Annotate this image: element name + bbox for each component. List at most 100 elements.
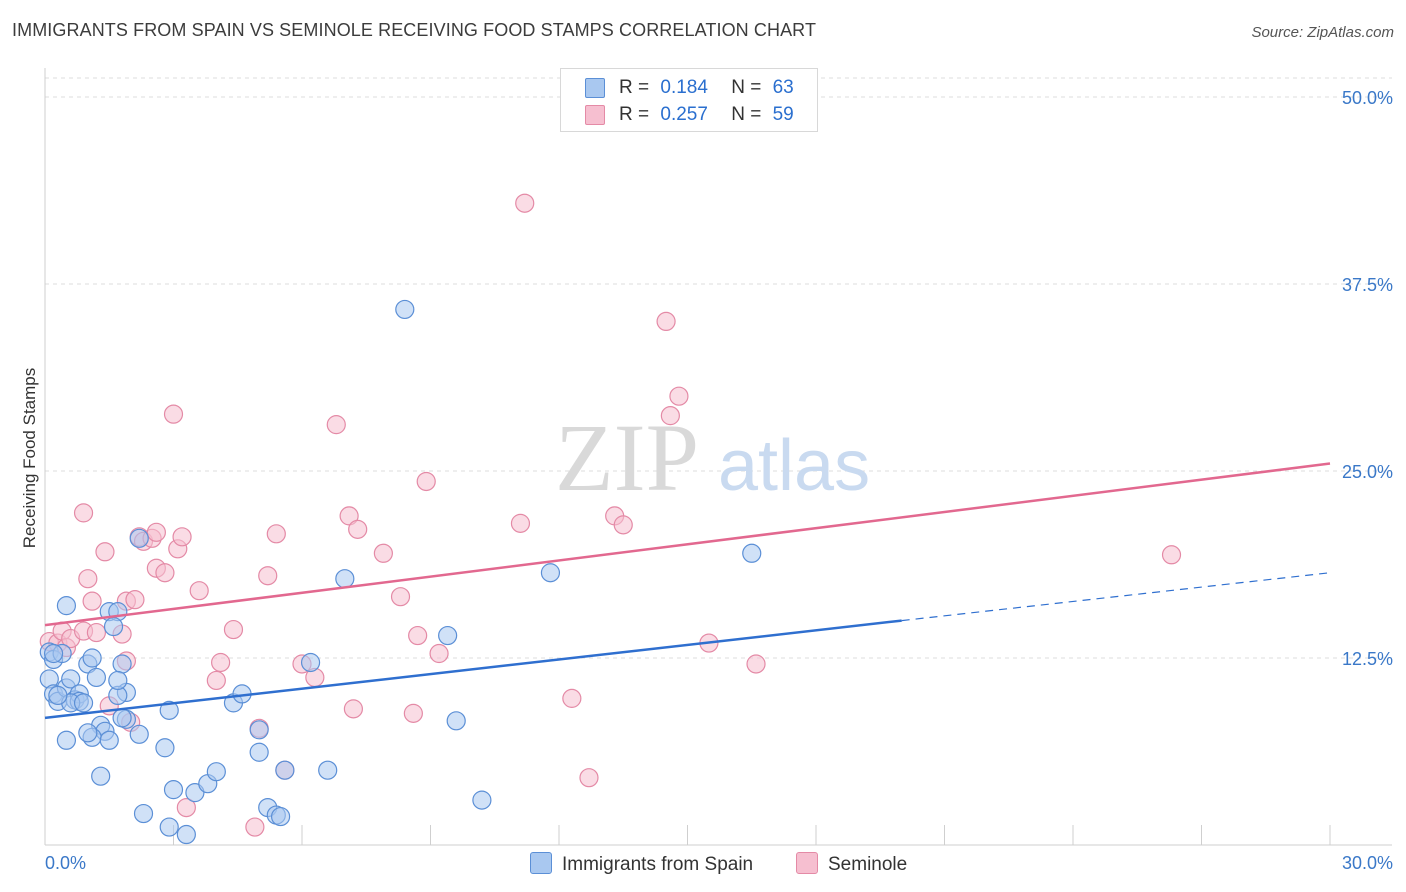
stats-legend: R = 0.184 N = 63 R = 0.257 N = 59	[560, 68, 818, 132]
data-point-spain	[86, 667, 107, 688]
data-point-seminole	[73, 503, 94, 523]
data-point-spain	[91, 766, 111, 786]
data-point-seminole	[326, 415, 346, 435]
data-point-spain	[472, 790, 492, 810]
data-point-seminole	[510, 513, 531, 533]
data-point-spain	[99, 730, 119, 750]
data-point-seminole	[258, 566, 278, 586]
data-point-seminole	[206, 670, 226, 691]
data-point-spain	[48, 685, 68, 706]
data-point-spain	[275, 760, 295, 780]
trendline-spain-extension	[901, 572, 1331, 622]
legend-r-label: R =	[619, 104, 650, 125]
data-point-spain	[133, 803, 154, 824]
chart-title: IMMIGRANTS FROM SPAIN VS SEMINOLE RECEIV…	[12, 20, 817, 40]
data-point-spain	[73, 693, 94, 713]
data-point-seminole	[82, 591, 102, 611]
legend-r-label: R =	[619, 77, 650, 98]
data-point-spain	[61, 669, 81, 689]
data-point-seminole	[579, 768, 599, 788]
legend-n-value: 59	[772, 104, 794, 125]
legend-n-label: N =	[731, 77, 762, 98]
data-point-spain	[300, 652, 321, 673]
data-point-spain	[446, 711, 466, 731]
data-point-seminole	[266, 524, 286, 544]
series-legend-seminole: Seminole	[796, 852, 907, 876]
trendline-spain	[44, 619, 902, 720]
data-point-seminole	[390, 587, 411, 607]
data-point-seminole	[146, 522, 166, 542]
source-label: Source: ZipAtlas.com	[1251, 24, 1394, 41]
data-point-spain	[56, 730, 77, 750]
data-point-seminole	[669, 386, 689, 406]
data-point-spain	[335, 569, 355, 589]
data-point-seminole	[348, 519, 368, 539]
series-swatch-seminole	[796, 852, 818, 874]
series-legend-spain: Immigrants from Spain	[530, 852, 753, 876]
watermark-atlas: atlas	[718, 426, 870, 506]
data-point-seminole	[562, 688, 582, 708]
data-point-seminole	[95, 542, 115, 562]
y-tick-label: 25.0%	[1342, 462, 1393, 482]
data-point-spain	[56, 596, 77, 616]
legend-r-value: 0.257	[660, 104, 708, 125]
y-tick-label: 37.5%	[1342, 275, 1393, 295]
trendline-seminole	[44, 462, 1331, 627]
data-point-spain	[249, 742, 269, 762]
data-point-spain	[112, 654, 132, 674]
data-point-seminole	[429, 643, 449, 664]
data-point-seminole	[78, 569, 98, 589]
data-point-spain	[318, 760, 338, 780]
data-point-seminole	[339, 506, 359, 526]
data-point-seminole	[245, 817, 265, 837]
data-point-seminole	[515, 193, 535, 213]
data-point-seminole	[403, 703, 423, 723]
data-point-spain	[155, 738, 175, 758]
data-point-seminole	[746, 654, 766, 674]
legend-n-value: 63	[772, 77, 794, 98]
data-point-spain	[129, 724, 149, 744]
data-point-seminole	[1161, 545, 1182, 565]
legend-swatch-seminole	[585, 105, 605, 125]
data-point-seminole	[416, 471, 436, 492]
series-name-seminole: Seminole	[828, 854, 908, 875]
data-point-seminole	[189, 581, 209, 601]
data-point-seminole	[373, 543, 393, 563]
legend-swatch-spain	[585, 78, 605, 98]
data-point-seminole	[656, 311, 676, 331]
data-point-spain	[103, 616, 124, 637]
data-point-spain	[176, 824, 196, 845]
series-swatch-spain	[530, 852, 552, 874]
data-point-spain	[129, 528, 149, 548]
data-point-seminole	[660, 406, 680, 426]
data-point-seminole	[163, 404, 184, 424]
x-tick-label: 0.0%	[45, 853, 86, 873]
data-point-spain	[78, 723, 98, 743]
data-point-spain	[108, 670, 128, 691]
data-point-spain	[249, 720, 269, 740]
data-point-spain	[206, 762, 226, 782]
y-tick-label: 50.0%	[1342, 88, 1393, 108]
data-point-spain	[43, 643, 64, 664]
data-point-spain	[395, 299, 415, 320]
legend-n-label: N =	[731, 104, 762, 125]
data-point-seminole	[223, 619, 244, 640]
data-point-seminole	[176, 797, 196, 818]
data-point-spain	[270, 806, 291, 827]
x-tick-label: 30.0%	[1342, 853, 1393, 873]
data-point-spain	[438, 625, 458, 646]
data-point-spain	[82, 648, 102, 668]
data-point-spain	[112, 708, 132, 728]
data-point-spain	[742, 543, 762, 563]
data-point-spain	[159, 700, 179, 720]
data-point-seminole	[408, 625, 428, 646]
data-point-seminole	[613, 515, 633, 535]
data-point-seminole	[211, 652, 231, 673]
series-name-spain: Immigrants from Spain	[562, 854, 754, 875]
legend-r-value: 0.184	[660, 77, 708, 98]
data-point-spain	[163, 780, 184, 800]
data-point-seminole	[172, 527, 192, 547]
data-point-seminole	[86, 622, 107, 643]
data-point-spain	[159, 817, 179, 837]
